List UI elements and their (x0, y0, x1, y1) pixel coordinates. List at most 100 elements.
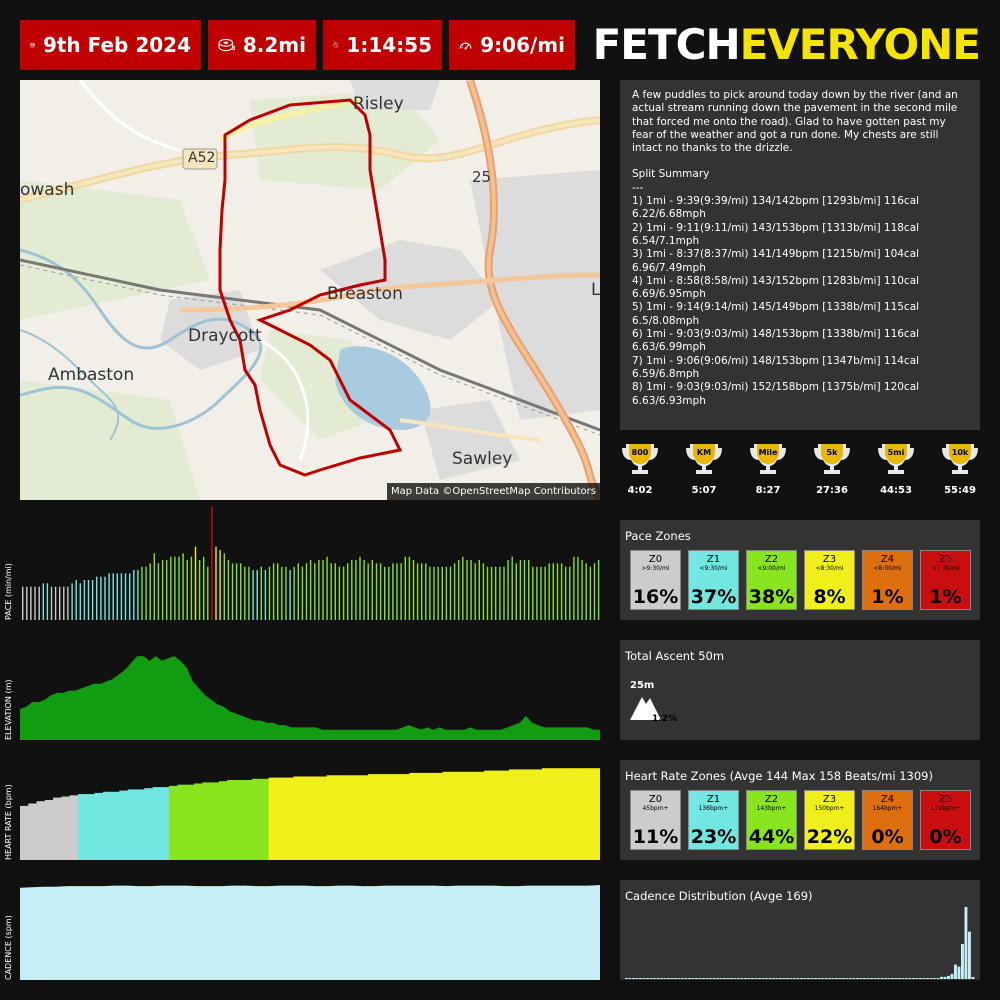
pace-bar (375, 563, 378, 620)
hr-zone-5[interactable]: Z5 171bpm+ 0% (920, 790, 971, 850)
pace-bar (499, 566, 501, 620)
pace-zone-5[interactable]: Z5 <7:30/mi 1% (920, 550, 971, 610)
heart-rate-bar (542, 768, 551, 860)
route-map[interactable]: Risley A52 owash 25 Breaston Draycott Am… (20, 80, 600, 500)
cadence-distribution-bar (667, 978, 670, 979)
pace-bar (453, 563, 456, 620)
hr-zone-4[interactable]: Z4 164bpm+ 0% (862, 790, 913, 850)
pace-bar (46, 583, 49, 620)
pace-bar (466, 560, 468, 620)
pace-zone-3[interactable]: Z3 <8:30/mi 8% (804, 550, 855, 610)
cadence-area (20, 885, 600, 980)
trophy-5mi[interactable]: 5mi 44:53 (876, 440, 916, 500)
pace-bar (392, 563, 394, 620)
heart-rate-bar (127, 789, 137, 860)
trophy-800[interactable]: 800 4:02 (620, 440, 660, 500)
heart-rate-axis-label: HEART RATE (bpm) (4, 784, 13, 860)
pace-zone-0[interactable]: Z0 >9:30/mi 16% (630, 550, 681, 610)
notes-text: A few puddles to pick around today down … (632, 89, 958, 155)
heart-rate-bar (202, 782, 212, 860)
pace-zone-4[interactable]: Z4 <8:00/mi 1% (862, 550, 913, 610)
cadence-distribution-bar (894, 978, 898, 979)
zone-threshold: <8:00/mi (873, 565, 902, 572)
pace-bar (404, 556, 406, 620)
pace-bar (429, 566, 431, 620)
heart-rate-bar (409, 772, 419, 860)
cadence-distribution-bar (744, 978, 747, 979)
pace-bar (170, 556, 172, 620)
pace-bar (244, 566, 246, 620)
zone-name: Z5 (938, 554, 953, 565)
heart-rate-bar (185, 784, 195, 860)
heart-rate-bar (218, 781, 228, 860)
distance-value: 8.2mi (242, 33, 306, 57)
pace-bar (67, 586, 69, 620)
pace-bar (585, 563, 587, 620)
pace-bar (104, 576, 106, 620)
pace-bar (182, 553, 184, 620)
cadence-distribution-bar (775, 978, 779, 979)
pace-bar (153, 553, 155, 620)
trophy-km[interactable]: KM 5:07 (684, 440, 724, 500)
zone-percent: 8% (813, 586, 846, 608)
pace-bar (272, 563, 275, 620)
cadence-distribution-bar (870, 978, 873, 979)
zone-threshold: <9:30/mi (699, 565, 728, 572)
cadence-distribution-bar (786, 978, 789, 979)
heart-rate-bar (44, 800, 54, 860)
cadence-distribution-bar (674, 978, 677, 979)
pace-bar (42, 583, 44, 620)
pace-bar (400, 563, 402, 620)
trophy-icon (942, 444, 978, 474)
cadence-distribution-bar (765, 978, 768, 979)
map-attribution[interactable]: Map Data ©OpenStreetMap Contributors (386, 483, 600, 500)
pace-bar (523, 560, 526, 620)
heart-rate-bar (111, 791, 120, 860)
pace-bar (536, 566, 538, 620)
elevation-chart (20, 640, 600, 740)
pace-bar (174, 556, 176, 620)
heart-rate-bar (351, 775, 361, 860)
zone-percent: 44% (748, 826, 795, 848)
trophy-label: 800 (631, 448, 649, 457)
map-canvas (20, 80, 600, 500)
trophy-time: 55:49 (944, 485, 976, 496)
heart-rate-bar (194, 783, 203, 860)
cadence-distribution-bar (653, 978, 656, 979)
fetcheveryone-logo[interactable]: FETCHEVERYONE (593, 20, 981, 70)
zone-percent: 11% (632, 826, 679, 848)
split-row: 3) 1mi - 8:37(8:37/mi) 141/149bpm [1215b… (632, 248, 920, 274)
trophy-10k[interactable]: 10k 55:49 (940, 440, 980, 500)
zone-threshold: 164bpm+ (872, 805, 903, 812)
pace-bar (367, 563, 369, 620)
hr-zone-2[interactable]: Z2 143bpm+ 44% (746, 790, 797, 850)
cadence-distribution-bar (733, 978, 737, 979)
heart-rate-bar (86, 794, 96, 860)
zone-percent: 37% (690, 586, 737, 608)
pace-bar (445, 566, 448, 620)
map-label-breaston: Breaston (327, 284, 403, 304)
pace-bar (363, 560, 365, 620)
cadence-distribution-bar (810, 978, 814, 979)
pace-zone-1[interactable]: Z1 <9:30/mi 37% (688, 550, 739, 610)
heart-rate-chart (20, 760, 600, 860)
hr-zones-title: Heart Rate Zones (Avge 144 Max 158 Beats… (625, 769, 933, 783)
trophy-row: 800 4:02 KM 5:07 Mile 8:27 5k 27:36 5mi … (620, 440, 980, 500)
cadence-distribution-bar (800, 978, 803, 979)
trophy-mile[interactable]: Mile 8:27 (748, 440, 788, 500)
heart-rate-bar (28, 803, 38, 860)
pace-bar (474, 563, 476, 620)
cadence-distribution-bar (625, 978, 628, 979)
pace-bar (408, 556, 411, 620)
cadence-distribution-bar (915, 978, 919, 979)
hr-zone-3[interactable]: Z3 150bpm+ 22% (804, 790, 855, 850)
cadence-distribution-bar (649, 978, 653, 979)
hr-zone-1[interactable]: Z1 136bpm+ 23% (688, 790, 739, 850)
heart-rate-bar (384, 774, 394, 860)
hr-zone-0[interactable]: Z0 45bpm+ 11% (630, 790, 681, 850)
trophy-5k[interactable]: 5k 27:36 (812, 440, 852, 500)
zone-percent: 1% (871, 586, 904, 608)
pace-bar (540, 566, 542, 620)
heart-rate-bar (392, 774, 402, 860)
pace-zone-2[interactable]: Z2 <9:00/mi 38% (746, 550, 797, 610)
